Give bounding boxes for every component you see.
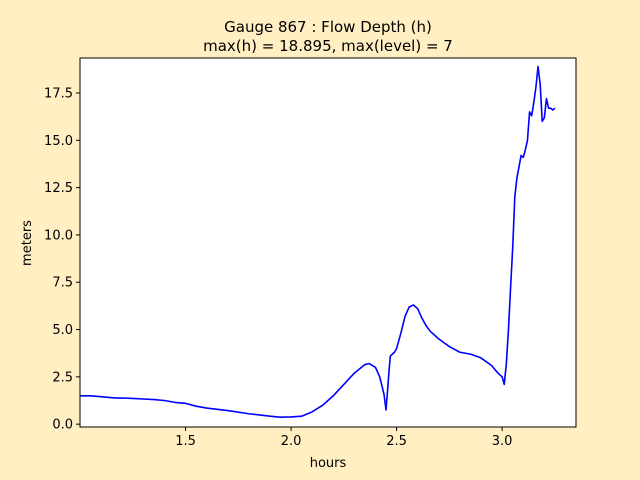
x-tick-label: 2.0 — [281, 434, 302, 449]
y-axis-label: meters — [20, 220, 35, 266]
x-tick-label: 2.5 — [386, 434, 407, 449]
flow-depth-line — [80, 65, 556, 418]
y-tick-label: 12.5 — [44, 181, 73, 196]
x-axis-label: hours — [310, 456, 347, 471]
x-axis-ticks: 1.5 2.0 2.5 3.0 — [175, 427, 512, 449]
plot-frame — [79, 57, 577, 428]
x-tick-label: 1.5 — [175, 434, 196, 449]
y-tick-label: 15.0 — [44, 134, 73, 149]
x-tick-label: 3.0 — [492, 434, 513, 449]
y-tick-label: 10.0 — [44, 228, 73, 243]
chart-title-line-1: Gauge 867 : Flow Depth (h) — [224, 18, 432, 36]
chart-title-line-2: max(h) = 18.895, max(level) = 7 — [203, 37, 453, 55]
y-tick-label: 17.5 — [44, 87, 73, 102]
y-axis-ticks: 0.0 2.5 5.0 7.5 10.0 12.5 15.0 17.5 — [44, 87, 80, 433]
y-tick-label: 0.0 — [52, 418, 73, 433]
y-tick-label: 7.5 — [52, 276, 73, 291]
y-tick-label: 2.5 — [52, 370, 73, 385]
y-tick-label: 5.0 — [52, 323, 73, 338]
plot-area — [80, 58, 576, 427]
